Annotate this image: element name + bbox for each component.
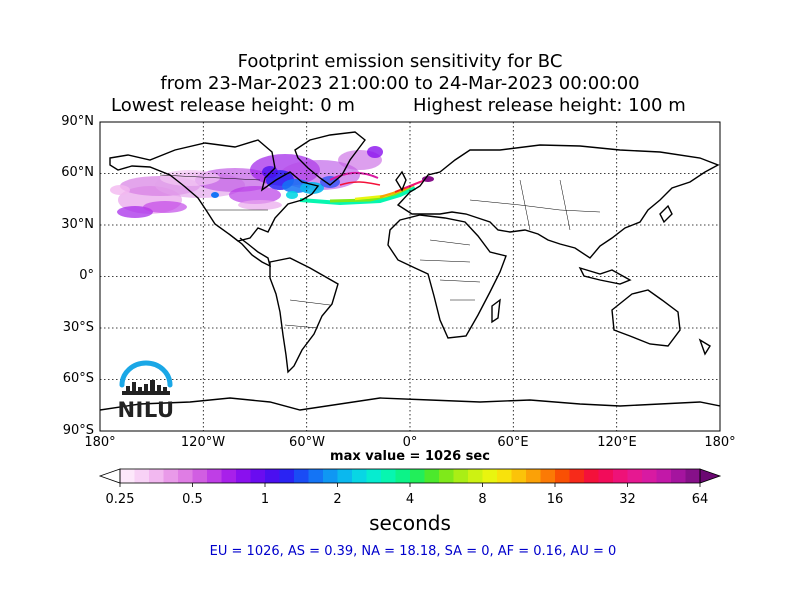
colorbar-cell bbox=[656, 469, 672, 483]
colorbar-cell bbox=[178, 469, 193, 483]
lon-label: 120°W bbox=[180, 435, 226, 450]
lat-label: 0° bbox=[79, 268, 94, 283]
colorbar-tick-label: 8 bbox=[478, 492, 487, 507]
colorbar-cell bbox=[424, 469, 440, 483]
country-borders bbox=[159, 174, 601, 329]
colorbar-cells bbox=[120, 469, 701, 483]
colorbar-cell bbox=[497, 469, 512, 483]
colorbar-cell bbox=[192, 469, 208, 483]
colorbar-cell bbox=[250, 469, 266, 483]
region-summary: EU = 1026, AS = 0.39, NA = 18.18, SA = 0… bbox=[209, 544, 617, 559]
lon-label: 60°W bbox=[289, 435, 325, 450]
colorbar-cell bbox=[642, 469, 657, 483]
colorbar-cell bbox=[279, 469, 295, 483]
lon-label: 0° bbox=[402, 435, 418, 450]
colorbar-cell bbox=[613, 469, 628, 483]
colorbar-cell bbox=[453, 469, 469, 483]
new-zealand-coast bbox=[698, 338, 711, 356]
map-frame bbox=[99, 121, 721, 432]
north-america-coast bbox=[109, 139, 320, 242]
nilu-logo-text: NILU bbox=[117, 398, 175, 422]
colorbar-ticks bbox=[119, 483, 701, 487]
colorbar-cell bbox=[598, 469, 614, 483]
nilu-logo-mark bbox=[119, 360, 173, 395]
europe-asia-coast bbox=[396, 144, 720, 259]
colorbar-cell bbox=[352, 469, 367, 483]
colorbar-cell bbox=[482, 469, 498, 483]
madagascar-coast bbox=[491, 298, 501, 324]
colorbar-cell bbox=[265, 469, 280, 483]
colorbar-cell bbox=[671, 469, 686, 483]
colorbar-cell bbox=[366, 469, 382, 483]
colorbar-cell bbox=[236, 469, 251, 483]
highest-release-height: Highest release height: 100 m bbox=[413, 95, 686, 116]
colorbar-cell bbox=[569, 469, 585, 483]
map-subtitle-period: from 23-Mar-2023 21:00:00 to 24-Mar-2023… bbox=[160, 73, 640, 94]
british-isles-coast bbox=[395, 170, 407, 192]
colorbar-label: seconds bbox=[369, 511, 451, 535]
colorbar-cell bbox=[540, 469, 556, 483]
colorbar-cell bbox=[685, 469, 701, 483]
coastlines bbox=[100, 131, 720, 411]
colorbar-cell bbox=[294, 469, 309, 483]
colorbar-cell bbox=[308, 469, 324, 483]
colorbar-cell bbox=[337, 469, 353, 483]
colorbar-tick-label: 32 bbox=[619, 492, 636, 507]
graticule bbox=[100, 122, 720, 431]
map-title: Footprint emission sensitivity for BC bbox=[237, 51, 563, 72]
colorbar-cell bbox=[323, 469, 338, 483]
colorbar-tick-label: 4 bbox=[405, 492, 415, 507]
colorbar-tick-label: 0.25 bbox=[105, 492, 135, 507]
footprint-sensitivity-field bbox=[110, 146, 434, 218]
indonesia-coast bbox=[578, 266, 632, 285]
colorbar-cell bbox=[468, 469, 483, 483]
colorbar-cell bbox=[120, 469, 135, 483]
japan-coast bbox=[659, 204, 673, 224]
colorbar-high-extend bbox=[699, 468, 722, 484]
lat-label: 90°S bbox=[62, 423, 94, 438]
colorbar-tick-label: 64 bbox=[691, 492, 709, 507]
colorbar-cell bbox=[555, 469, 570, 483]
colorbar-cell bbox=[395, 469, 411, 483]
lat-label: 90°N bbox=[61, 114, 94, 129]
lat-label: 60°N bbox=[61, 165, 94, 180]
colorbar-tick-label: 2 bbox=[333, 492, 342, 507]
colorbar-cell bbox=[149, 469, 164, 483]
colorbar-low-extend bbox=[98, 468, 121, 484]
lat-label: 30°S bbox=[62, 320, 94, 335]
colorbar-cell bbox=[511, 469, 527, 483]
lon-label: 60°E bbox=[497, 435, 529, 450]
colorbar-tick-label: 1 bbox=[260, 492, 270, 507]
colorbar-cell bbox=[381, 469, 396, 483]
australia-coast bbox=[611, 289, 681, 347]
lat-label: 30°N bbox=[61, 217, 94, 232]
antarctica-coast bbox=[100, 397, 720, 411]
south-america-coast bbox=[269, 257, 339, 374]
colorbar-cell bbox=[134, 469, 150, 483]
colorbar-tick-label: 0.5 bbox=[182, 492, 203, 507]
lat-label: 60°S bbox=[62, 371, 94, 386]
lon-label: 180° bbox=[704, 435, 736, 450]
colorbar-tick-label: 16 bbox=[546, 492, 564, 507]
colorbar-cell bbox=[163, 469, 179, 483]
lon-label: 120°E bbox=[597, 435, 637, 450]
colorbar-cell bbox=[439, 469, 454, 483]
colorbar-cell bbox=[221, 469, 237, 483]
lowest-release-height: Lowest release height: 0 m bbox=[111, 95, 355, 116]
nilu-logo: NILU bbox=[116, 358, 176, 424]
colorbar-cell bbox=[627, 469, 643, 483]
lon-label: 180° bbox=[84, 435, 116, 450]
colorbar-cell bbox=[410, 469, 425, 483]
colorbar-cell bbox=[526, 469, 541, 483]
colorbar-cell bbox=[584, 469, 599, 483]
africa-coast bbox=[387, 214, 507, 339]
max-value-label: max value = 1026 sec bbox=[330, 449, 490, 464]
colorbar-cell bbox=[207, 469, 222, 483]
